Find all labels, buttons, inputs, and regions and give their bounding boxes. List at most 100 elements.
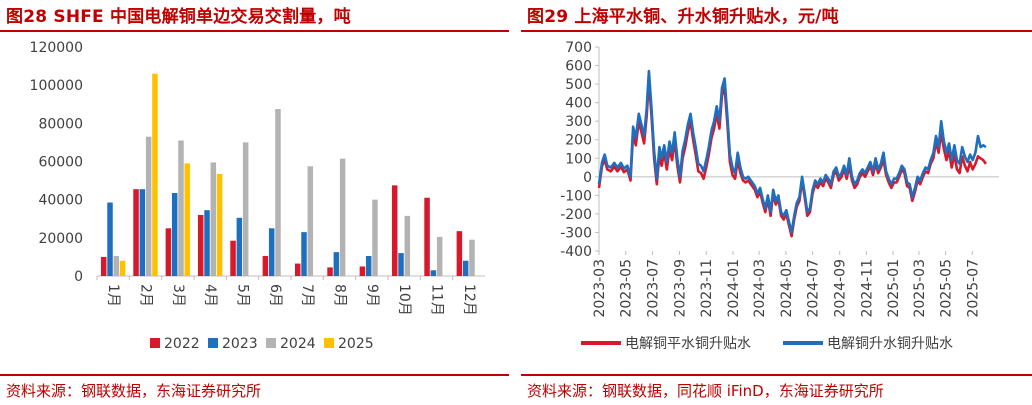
bar-2022 — [197, 214, 204, 276]
left-title-rule — [0, 30, 509, 32]
legend-label: 2022 — [164, 336, 200, 352]
bar-2024 — [339, 158, 346, 276]
y-tick-label: 80000 — [38, 116, 83, 132]
bar-2024 — [372, 199, 378, 276]
x-tick-label: 2023-03 — [592, 259, 608, 318]
x-tick-label: 12月 — [461, 284, 477, 316]
bar-2023 — [398, 253, 404, 276]
bar-2022 — [230, 240, 236, 276]
legend-swatch-2025 — [324, 338, 334, 348]
bar-2024 — [178, 140, 184, 276]
left-source-note: 资料来源：钢联数据，东海证券研究所 — [6, 382, 262, 400]
x-tick-label: 1月 — [105, 284, 121, 307]
bar-2024 — [469, 239, 475, 276]
bar-2025 — [184, 163, 191, 276]
bar-2023 — [333, 252, 340, 276]
y-tick-label: 400 — [565, 96, 592, 112]
right-title-rule — [521, 30, 1032, 32]
x-tick-label: 2025-07 — [965, 259, 981, 318]
bar-2025 — [216, 173, 223, 276]
line-chart: -400 -300 -200 -100 0 100 200 300 400 500 600 700 20… — [560, 40, 999, 352]
legend-label: 2024 — [280, 336, 316, 352]
x-tick-label: 2024-05 — [779, 259, 795, 318]
bar-2022 — [294, 263, 301, 276]
bar-2023 — [171, 192, 178, 276]
bar-2023 — [268, 228, 275, 276]
x-tick-label: 2025-01 — [886, 259, 902, 318]
x-tick-label: 2025-05 — [939, 259, 955, 318]
bar-2022 — [391, 185, 398, 276]
y-tick-label: -300 — [560, 225, 592, 241]
bar-2024 — [113, 255, 120, 276]
bar-2022 — [456, 231, 463, 276]
x-tick-label: 2023-05 — [619, 259, 635, 318]
bar-2023 — [139, 189, 146, 276]
y-tick-label: 700 — [565, 40, 592, 56]
bar-2025 — [119, 260, 126, 276]
x-tick-label: 2023-07 — [645, 259, 661, 318]
x-tick-label: 2024-03 — [752, 259, 768, 318]
legend-swatch-2023 — [208, 338, 218, 348]
bar-chart: 0 20000 40000 60000 80000 100000 120000 1月 2月 3月 4… — [30, 40, 485, 352]
bar-2024 — [436, 236, 443, 276]
bar-2023 — [462, 260, 469, 276]
x-tick-label: 2025-03 — [912, 259, 928, 318]
right-figure-panel: 图29 上海平水铜、升水铜升贴水，元/吨 -400 -300 -200 -100 0 10… — [521, 0, 1032, 405]
legend-label: 2025 — [338, 336, 374, 352]
x-tick-label: 2024-07 — [806, 259, 822, 318]
bar-2023 — [430, 270, 437, 276]
x-tick-label: 2023-09 — [673, 259, 689, 318]
legend-label: 2023 — [222, 336, 258, 352]
bar-2025 — [152, 73, 158, 276]
x-tick-label: 9月 — [364, 284, 380, 307]
bar-2022 — [327, 267, 333, 276]
x-tick-label: 8月 — [332, 284, 348, 307]
y-tick-label: 500 — [565, 77, 592, 93]
x-tick-label: 7月 — [299, 284, 315, 307]
y-tick-label: 40000 — [38, 193, 83, 209]
x-tick-label: 2023-11 — [699, 259, 715, 318]
legend-swatch-2024 — [266, 338, 276, 348]
bar-2022 — [359, 266, 366, 276]
x-tick-label: 4月 — [202, 284, 218, 307]
y-tick-label: 300 — [565, 114, 592, 130]
x-tick-label: 2024-11 — [859, 259, 875, 318]
y-tick-label: 60000 — [38, 155, 83, 171]
bar-2023 — [301, 232, 307, 276]
legend-label: 电解铜平水铜升贴水 — [625, 336, 751, 352]
x-tick-label: 5月 — [235, 284, 251, 307]
y-tick-label: -400 — [560, 244, 592, 260]
bar-2023 — [365, 255, 372, 276]
x-tick-label: 2月 — [138, 284, 154, 307]
x-tick-label: 3月 — [170, 284, 186, 307]
x-tick-label: 10月 — [396, 284, 412, 316]
left-source-rule — [0, 374, 509, 376]
y-tick-label: -200 — [560, 207, 592, 223]
bar-2022 — [100, 256, 107, 276]
y-tick-label: -100 — [560, 188, 592, 204]
series-line — [597, 79, 987, 238]
y-tick-label: 120000 — [30, 40, 83, 56]
bar-2022 — [262, 255, 269, 276]
bar-2023 — [204, 210, 210, 276]
y-tick-label: 0 — [583, 170, 592, 186]
y-tick-label: 600 — [565, 59, 592, 75]
bar-2023 — [107, 202, 113, 276]
y-tick-label: 0 — [74, 269, 83, 285]
bar-2024 — [275, 109, 281, 276]
bar-2024 — [210, 162, 217, 276]
legend-label: 电解铜升水铜升贴水 — [827, 336, 953, 352]
bar-2023 — [236, 217, 243, 276]
x-tick-label: 6月 — [267, 284, 283, 307]
x-tick-label: 2024-01 — [726, 259, 742, 318]
y-tick-label: 100 — [565, 151, 592, 167]
right-figure-title: 图29 上海平水铜、升水铜升贴水，元/吨 — [527, 7, 839, 27]
y-tick-label: 20000 — [38, 231, 83, 247]
bar-2024 — [404, 215, 411, 276]
legend-swatch-2022 — [150, 338, 160, 348]
y-tick-label: 100000 — [30, 78, 83, 94]
bar-2024 — [242, 142, 249, 276]
bar-2024 — [307, 166, 314, 276]
left-figure-panel: 图28 SHFE 中国电解铜单边交易交割量，吨 0 20000 40000 60000… — [0, 0, 509, 405]
right-source-rule — [521, 374, 1032, 376]
